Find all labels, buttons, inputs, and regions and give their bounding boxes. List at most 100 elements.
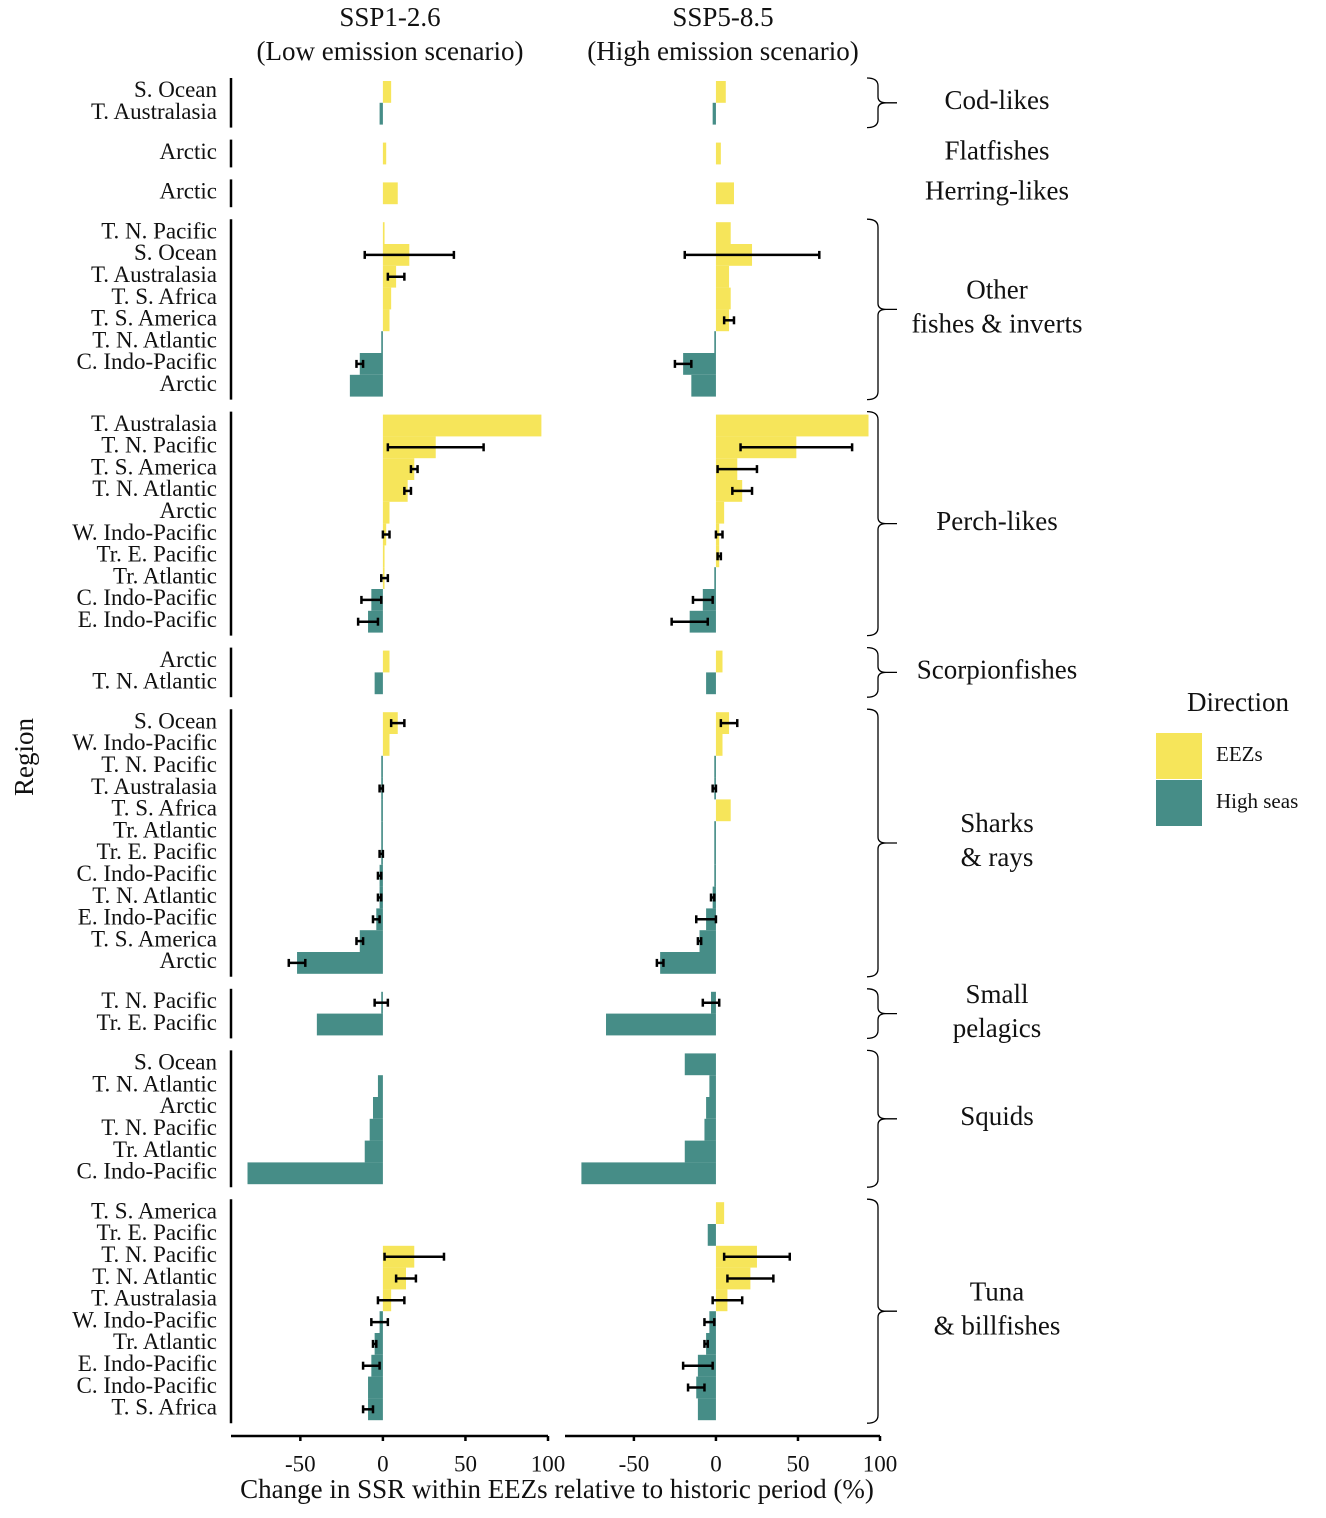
y-tick-label: Tr. E. Pacific xyxy=(96,1010,217,1035)
bar xyxy=(699,930,716,952)
group-label: Cod-likes xyxy=(945,85,1050,115)
error-bar xyxy=(726,1274,775,1283)
y-tick-label: T. Australasia xyxy=(91,411,217,436)
group-label: Tuna xyxy=(970,1276,1025,1306)
bar xyxy=(715,287,731,310)
error-bar xyxy=(670,617,709,626)
bar xyxy=(374,1333,383,1355)
bar xyxy=(382,501,390,524)
group-label: pelagics xyxy=(953,1013,1041,1043)
y-tick-label: T. S. America xyxy=(91,306,217,331)
bar xyxy=(369,1118,383,1141)
error-bar xyxy=(703,1339,709,1348)
error-bar xyxy=(373,998,390,1007)
error-bar xyxy=(386,272,406,281)
error-bar xyxy=(722,1252,792,1261)
y-tick-label: Arctic xyxy=(160,1093,217,1118)
error-bar xyxy=(716,552,723,561)
error-bar xyxy=(701,998,721,1007)
group-brace xyxy=(866,410,897,637)
bar xyxy=(297,952,383,974)
bar xyxy=(715,265,730,288)
error-bar xyxy=(361,1361,381,1370)
group-brace xyxy=(866,988,897,1040)
x-tick-label: 100 xyxy=(531,1451,566,1476)
bar xyxy=(696,1376,716,1399)
y-tick-label: T. S. America xyxy=(91,1198,217,1223)
y-tick-label: T. N. Atlantic xyxy=(92,476,217,501)
y-tick-label: W. Indo-Pacific xyxy=(72,730,217,755)
bar xyxy=(382,287,392,310)
group-label: Squids xyxy=(960,1101,1034,1131)
y-tick-label: T. N. Atlantic xyxy=(92,669,217,694)
legend-swatch xyxy=(1156,780,1202,826)
y-tick-label: S. Ocean xyxy=(134,240,218,265)
y-axis-label: Region xyxy=(9,718,39,796)
bar xyxy=(712,102,716,125)
group-label: & rays xyxy=(961,842,1034,872)
y-tick-label: S. Ocean xyxy=(134,708,218,733)
y-tick-label: C. Indo-Pacific xyxy=(76,349,217,374)
y-tick-label: Arctic xyxy=(160,647,217,672)
legend-label: EEZs xyxy=(1216,742,1263,766)
x-axis-label: Change in SSR within EEZs relative to hi… xyxy=(240,1474,874,1504)
error-bar xyxy=(714,530,724,539)
error-bar xyxy=(409,465,419,474)
bar xyxy=(382,545,385,568)
group-brace xyxy=(866,646,897,698)
group-brace xyxy=(866,1198,897,1424)
bar xyxy=(715,182,734,205)
group-brace xyxy=(866,77,897,129)
bar xyxy=(714,755,716,778)
y-tick-label: C. Indo-Pacific xyxy=(76,585,217,610)
error-bar xyxy=(739,443,854,452)
bar xyxy=(709,1075,716,1097)
bar xyxy=(382,182,398,205)
y-tick-label: C. Indo-Pacific xyxy=(76,861,217,886)
y-tick-label: T. Australasia xyxy=(91,774,217,799)
bar xyxy=(704,1118,716,1141)
x-tick-label: 0 xyxy=(377,1451,389,1476)
error-bar xyxy=(376,893,383,902)
error-bar xyxy=(389,719,406,728)
group-brace xyxy=(866,708,897,978)
facet-title: SSP5-8.5 xyxy=(672,2,773,32)
error-bar xyxy=(711,1296,744,1305)
bar xyxy=(714,864,716,887)
error-bar xyxy=(709,893,716,902)
bar xyxy=(697,1398,716,1421)
bar xyxy=(382,650,390,673)
bar xyxy=(715,501,725,524)
bar xyxy=(382,734,390,756)
legend-swatch xyxy=(1156,733,1202,779)
bar xyxy=(691,374,716,397)
bar xyxy=(707,1224,716,1246)
bar xyxy=(316,1013,383,1036)
bar xyxy=(706,1333,716,1355)
bar xyxy=(247,1162,383,1185)
y-tick-label: T. N. Atlantic xyxy=(92,1071,217,1096)
error-bar xyxy=(403,486,413,495)
bar xyxy=(381,799,383,822)
bar xyxy=(715,142,721,165)
x-tick-label: 50 xyxy=(454,1451,477,1476)
bar xyxy=(715,480,743,502)
bar xyxy=(359,353,383,375)
bar xyxy=(382,480,408,502)
error-bar xyxy=(383,1252,446,1261)
y-tick-label: S. Ocean xyxy=(134,77,218,102)
y-tick-label: Tr. E. Pacific xyxy=(96,1220,217,1245)
y-tick-label: T. N. Atlantic xyxy=(92,327,217,352)
y-tick-label: Tr. Atlantic xyxy=(113,1329,217,1354)
x-tick-label: -50 xyxy=(619,1451,650,1476)
bar xyxy=(714,821,716,843)
bar xyxy=(381,821,383,843)
y-tick-label: T. N. Pacific xyxy=(101,1115,217,1140)
y-tick-label: W. Indo-Pacific xyxy=(72,1307,217,1332)
group-brace xyxy=(866,1049,897,1188)
error-bar xyxy=(355,937,365,946)
y-tick-label: T. N. Pacific xyxy=(101,1242,217,1267)
group-label: & billfishes xyxy=(934,1310,1061,1340)
y-tick-label: Tr. Atlantic xyxy=(113,1137,217,1162)
bar xyxy=(706,1097,716,1119)
